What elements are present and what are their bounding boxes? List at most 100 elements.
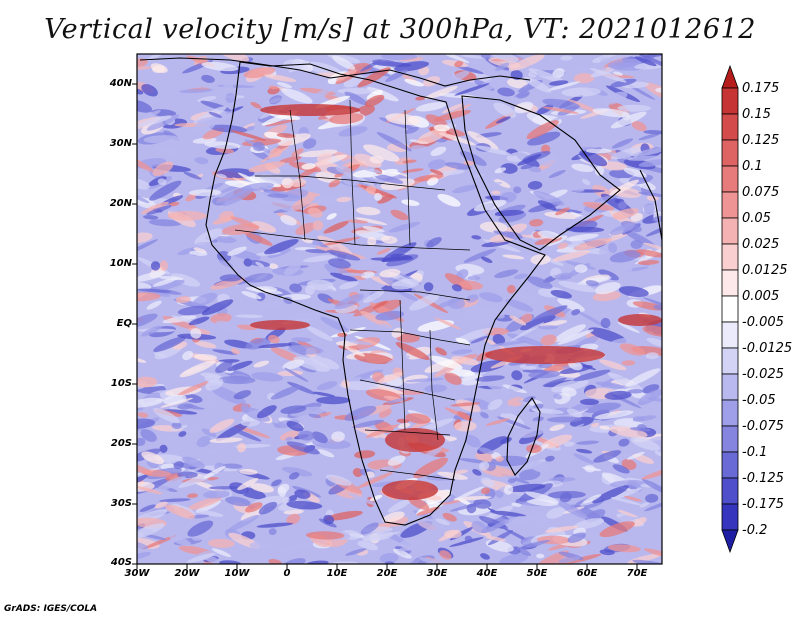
field-streak — [630, 436, 661, 451]
colorbar-label: -0.175 — [742, 497, 784, 512]
field-streak — [490, 510, 527, 517]
field-streak — [301, 163, 316, 170]
field-streak — [355, 217, 388, 226]
field-streak — [140, 201, 170, 215]
field-streak — [613, 71, 623, 76]
field-streak — [269, 147, 283, 158]
field-streak — [575, 448, 593, 454]
convective-cell — [485, 346, 605, 364]
colorbar-label: -0.005 — [742, 315, 784, 330]
field-streak — [137, 292, 161, 302]
field-streak — [442, 512, 457, 522]
field-streak — [194, 341, 217, 349]
lon-label-40e: 40E — [476, 568, 498, 579]
field-streak — [453, 469, 468, 475]
field-streak — [566, 408, 583, 418]
field-streak — [159, 260, 168, 271]
field-streak — [638, 133, 660, 141]
field-streak — [507, 78, 528, 89]
field-streak — [141, 325, 162, 337]
field-streak — [571, 308, 581, 316]
field-streak — [288, 345, 324, 355]
colorbar-segment — [721, 191, 739, 219]
field-streak — [137, 193, 150, 204]
field-streak — [242, 122, 256, 130]
lat-label-eq: EQ — [116, 318, 132, 329]
field-streak — [477, 76, 507, 92]
field-streak — [153, 407, 180, 424]
field-streak — [645, 352, 659, 360]
field-streak — [150, 261, 161, 271]
field-streak — [146, 205, 172, 215]
field-streak — [258, 301, 282, 312]
field-streak — [320, 350, 351, 359]
field-streak — [520, 313, 533, 324]
field-streak — [451, 356, 480, 366]
field-streak — [644, 501, 662, 512]
field-streak — [209, 437, 243, 443]
field-streak — [573, 73, 595, 84]
field-streak — [195, 500, 221, 513]
field-streak — [210, 313, 232, 324]
field-streak — [387, 498, 413, 513]
field-streak — [654, 450, 662, 457]
field-streak — [137, 397, 164, 408]
field-streak — [643, 242, 662, 250]
field-streak — [629, 427, 651, 432]
field-streak — [388, 221, 421, 233]
field-streak — [612, 208, 639, 220]
convective-cell — [260, 104, 360, 116]
colorbar-segment — [721, 139, 739, 167]
field-streak — [222, 463, 243, 469]
colorbar-segment — [721, 451, 739, 479]
field-streak — [331, 431, 345, 442]
field-streak — [588, 327, 627, 344]
field-streak — [369, 155, 384, 164]
field-streak — [154, 501, 168, 509]
field-streak — [572, 211, 600, 222]
field-streak — [639, 54, 662, 71]
field-streak — [316, 152, 333, 163]
field-streak — [609, 250, 642, 263]
field-streak — [452, 184, 478, 194]
field-streak — [609, 480, 644, 488]
field-streak — [175, 296, 191, 304]
lon-label-50e: 50E — [526, 568, 548, 579]
field-streak — [592, 54, 616, 63]
field-streak — [652, 215, 662, 223]
field-streak — [137, 437, 146, 447]
field-streak — [544, 525, 579, 533]
field-streak — [530, 254, 551, 265]
field-streak — [249, 541, 271, 550]
field-streak — [169, 535, 192, 547]
field-streak — [445, 70, 470, 84]
field-streak — [455, 337, 470, 345]
field-streak — [396, 333, 420, 343]
field-streak — [284, 263, 301, 276]
field-streak — [290, 178, 307, 187]
field-streak — [344, 91, 368, 106]
field-streak — [532, 305, 568, 322]
field-streak — [366, 185, 376, 194]
field-streak — [227, 360, 253, 372]
field-streak — [213, 235, 237, 244]
field-streak — [557, 329, 594, 345]
field-streak — [357, 67, 391, 88]
field-streak — [337, 332, 348, 337]
field-streak — [610, 111, 647, 129]
field-streak — [451, 349, 473, 355]
colorbar-label: -0.2 — [742, 523, 768, 538]
colorbar-segment — [721, 399, 739, 427]
colorbar-label: 0.175 — [742, 81, 780, 96]
field-streak — [159, 498, 191, 503]
field-streak — [542, 98, 581, 110]
field-streak — [347, 252, 366, 259]
field-streak — [642, 297, 662, 311]
field-streak — [548, 476, 576, 482]
field-streak — [528, 166, 542, 173]
field-streak — [423, 282, 434, 292]
field-streak — [143, 534, 167, 540]
field-streak — [251, 372, 284, 382]
field-streak — [339, 281, 359, 290]
field-streak — [635, 249, 662, 258]
